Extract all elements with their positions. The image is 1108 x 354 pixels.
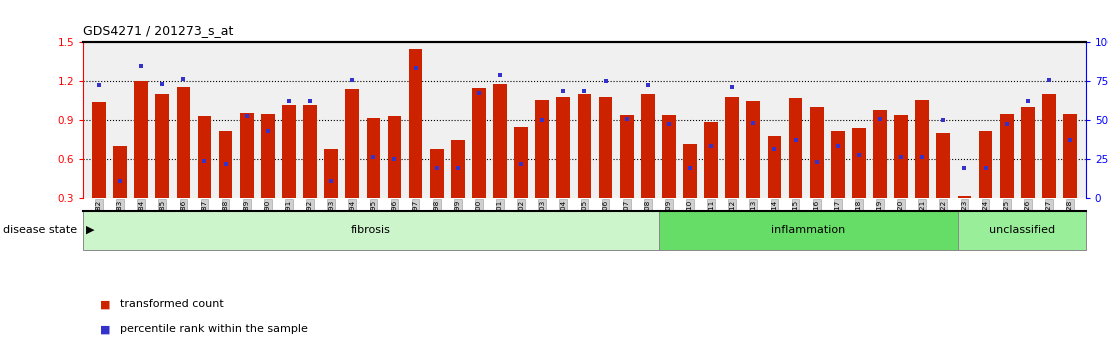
Bar [852,128,865,237]
Bar [1064,114,1077,237]
Bar [705,122,718,237]
Bar [92,102,105,237]
Bar [472,88,485,237]
Text: disease state: disease state [3,225,78,235]
Bar [218,131,233,237]
Bar [430,149,443,237]
Bar [598,97,613,237]
Bar [388,116,401,237]
Text: ■: ■ [100,299,110,309]
Bar [577,95,592,237]
Text: inflammation: inflammation [771,225,845,235]
Bar [915,99,930,237]
Bar [346,89,359,237]
Bar [493,84,506,237]
Text: unclassified: unclassified [988,225,1055,235]
Bar [789,98,802,237]
Bar [556,97,571,237]
Bar [134,81,148,237]
Bar [936,133,951,237]
Bar [155,95,170,237]
Bar [640,95,655,237]
Bar [535,99,550,237]
Bar [1020,107,1035,237]
Bar [197,116,212,237]
Bar [978,131,993,237]
Bar [684,144,697,237]
Text: transformed count: transformed count [120,299,224,309]
Bar [957,196,972,237]
Bar [999,114,1014,237]
Text: ■: ■ [100,324,110,334]
Bar [325,149,338,237]
Bar [283,105,296,237]
Bar [261,114,275,237]
Text: ▶: ▶ [86,225,95,235]
Bar [831,131,844,237]
Bar [409,49,422,237]
Bar [619,115,634,237]
Bar [810,107,823,237]
Bar [726,97,739,237]
Bar [873,110,886,237]
Text: percentile rank within the sample: percentile rank within the sample [120,324,308,334]
Bar [768,136,781,237]
Bar [113,146,127,237]
Bar [747,101,760,237]
Bar [367,118,380,237]
Bar [239,113,254,237]
Bar [894,115,907,237]
Bar [451,140,464,237]
Bar [663,115,676,237]
Bar [1042,95,1056,237]
Bar [514,127,529,237]
Bar [176,87,191,237]
Bar [304,105,317,237]
Text: fibrosis: fibrosis [351,225,391,235]
Text: GDS4271 / 201273_s_at: GDS4271 / 201273_s_at [83,24,234,37]
